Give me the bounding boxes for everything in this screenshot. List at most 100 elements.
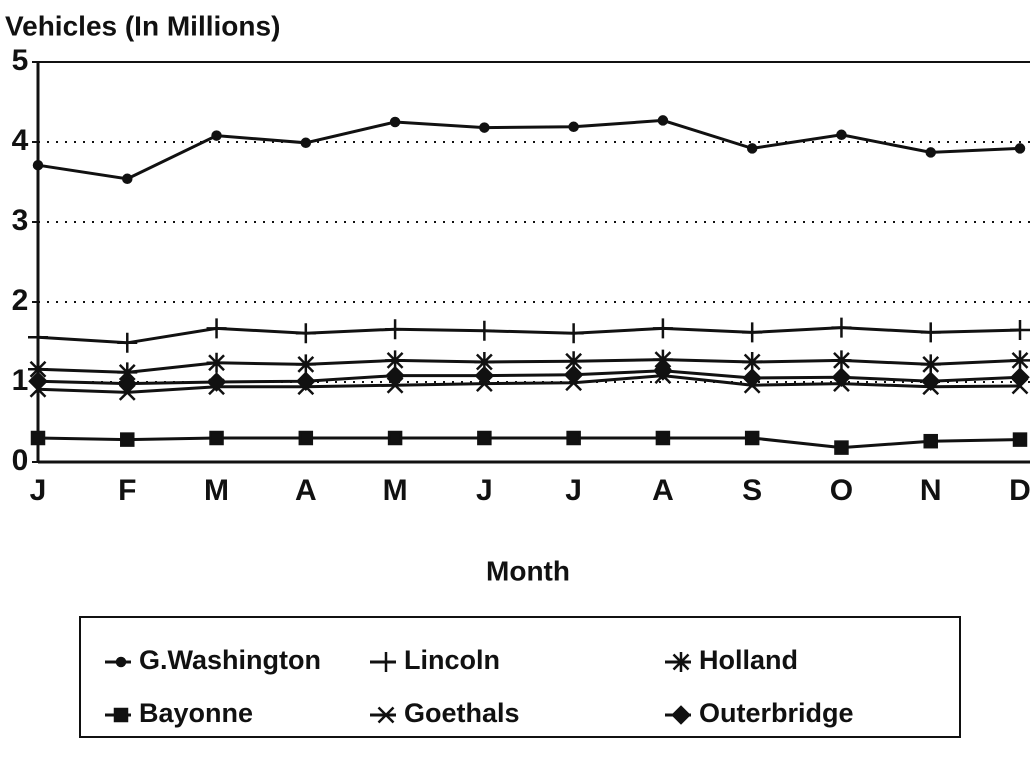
x-tick-label: J	[476, 474, 493, 507]
marker	[831, 367, 852, 387]
legend-marker	[377, 706, 395, 724]
marker	[831, 350, 852, 371]
series-line	[37, 369, 1021, 386]
x-axis-label: Month	[486, 555, 570, 586]
marker	[206, 352, 227, 373]
legend-marker	[115, 656, 127, 668]
marker	[742, 322, 763, 343]
marker	[923, 433, 938, 449]
marker	[836, 129, 847, 141]
marker	[920, 371, 941, 391]
legend-marker	[671, 652, 691, 672]
x-tick-label: J	[565, 474, 582, 507]
series-line	[37, 118, 1021, 181]
marker	[657, 115, 669, 126]
marker	[122, 173, 133, 185]
marker	[1010, 350, 1030, 371]
x-tick-label: J	[30, 474, 47, 507]
marker	[295, 323, 316, 344]
marker	[834, 440, 849, 455]
marker	[920, 322, 941, 343]
marker	[563, 323, 584, 344]
marker	[28, 371, 48, 391]
marker	[831, 317, 852, 338]
series-line	[37, 374, 1021, 394]
legend-label: Holland	[699, 645, 798, 675]
marker	[744, 430, 760, 446]
legend-marker	[671, 705, 691, 725]
legend-label: Lincoln	[404, 645, 500, 675]
marker	[206, 318, 227, 339]
marker	[117, 373, 138, 394]
marker	[206, 372, 227, 392]
x-tick-label: F	[118, 474, 136, 507]
marker	[653, 361, 673, 381]
marker	[120, 432, 135, 447]
y-tick-label: 4	[12, 124, 29, 157]
marker	[1010, 320, 1030, 340]
marker	[385, 319, 406, 340]
y-tick-label: 5	[12, 44, 29, 77]
marker	[30, 430, 46, 446]
marker	[474, 320, 495, 341]
marker	[300, 137, 312, 149]
x-tick-label: M	[383, 474, 408, 507]
legend-label: Bayonne	[139, 698, 253, 728]
marker	[563, 351, 584, 372]
y-tick-label: 1	[12, 364, 29, 397]
marker	[563, 365, 584, 385]
marker	[479, 122, 490, 133]
x-tick-label: M	[204, 474, 229, 507]
marker	[295, 354, 316, 375]
x-tick-label: A	[295, 474, 317, 507]
marker	[117, 332, 138, 353]
marker	[385, 365, 405, 386]
y-tick-label: 3	[12, 204, 29, 237]
marker	[568, 121, 579, 133]
marker	[746, 143, 758, 154]
marker	[32, 159, 44, 171]
x-tick-label: O	[830, 474, 853, 507]
marker	[385, 350, 406, 371]
legend-label: Outerbridge	[699, 698, 854, 728]
x-tick-label: A	[652, 474, 674, 507]
marker	[117, 362, 138, 383]
series-line	[37, 326, 1021, 345]
series-line	[37, 358, 1021, 374]
series-line	[37, 436, 1021, 450]
y-axis-label: Vehicles (In Millions)	[5, 10, 280, 41]
legend-label: G.Washington	[139, 645, 321, 675]
marker	[387, 430, 403, 446]
legend-marker	[376, 652, 396, 672]
marker	[1012, 432, 1028, 447]
marker	[298, 430, 314, 446]
marker	[566, 430, 581, 446]
marker	[474, 352, 495, 372]
legend-box	[79, 616, 961, 738]
marker	[474, 365, 495, 386]
legend-label: Goethals	[404, 698, 520, 728]
x-tick-label: N	[920, 474, 942, 507]
marker	[920, 354, 941, 375]
marker	[925, 147, 936, 158]
marker	[28, 359, 48, 380]
marker	[742, 352, 763, 372]
marker	[742, 368, 762, 388]
marker	[1010, 367, 1030, 387]
y-tick-label: 2	[12, 284, 29, 317]
legend-marker	[113, 707, 129, 723]
marker	[477, 430, 492, 446]
marker	[209, 430, 224, 446]
marker	[211, 130, 222, 141]
x-tick-label: S	[742, 474, 762, 507]
x-tick-label: D	[1009, 474, 1031, 507]
marker	[296, 371, 316, 391]
marker	[652, 349, 673, 370]
y-tick-label: 0	[12, 444, 29, 477]
marker	[1014, 143, 1026, 154]
marker	[655, 430, 671, 446]
marker	[389, 116, 401, 128]
marker	[28, 327, 48, 348]
marker	[652, 318, 673, 339]
